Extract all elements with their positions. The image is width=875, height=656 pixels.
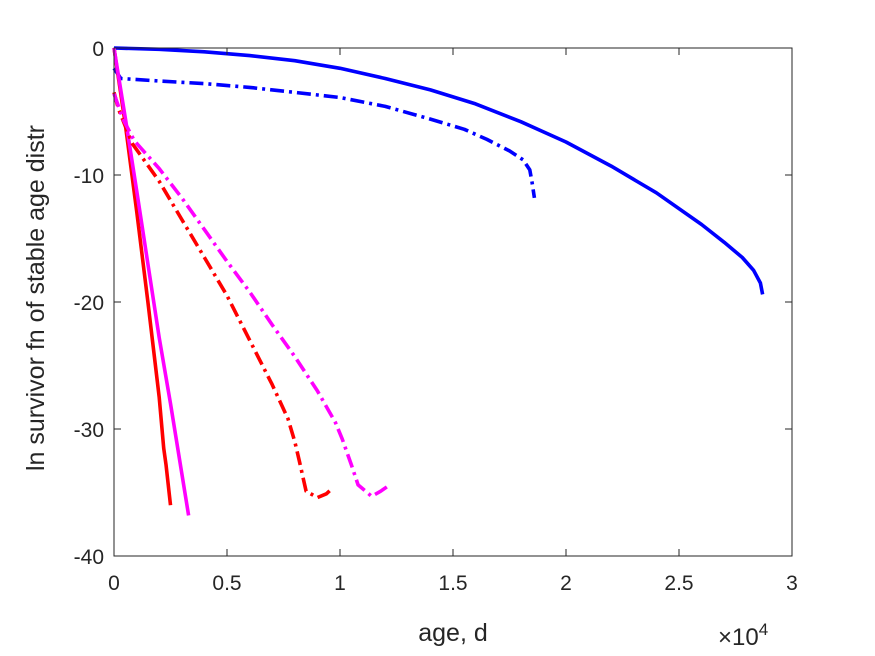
plot-background [114,48,792,556]
x-tick-label: 1.5 [438,572,467,595]
y-tick-label: 0 [92,38,104,61]
y-tick-label: -40 [74,546,104,569]
y-tick-label: -10 [74,165,104,188]
x-exponent-power: 4 [759,620,768,639]
x-tick-label: 0 [108,572,120,595]
x-tick-label: 2.5 [664,572,693,595]
x-exponent-label: ×104 [718,620,768,651]
series-line-5 [112,91,335,500]
x-tick-label: 2 [560,572,572,595]
axes-layer: 0 0.5 1 1.5 2 2.5 3 0 -10 -20 -30 -40 [74,38,798,595]
series-line-1 [113,46,765,295]
y-tick-label: -20 [74,292,104,315]
series-line-6 [112,93,391,499]
x-exponent-base: ×10 [718,624,759,651]
y-axis-label: ln survivor fn of stable age distr [22,125,50,471]
x-tick-label: 1 [334,572,346,595]
series-line-2 [112,67,537,199]
x-tick-label: 3 [786,572,798,595]
series-layer [112,46,765,516]
plot-area [114,48,792,556]
y-tick-label: -30 [74,419,104,442]
x-tick-label: 0.5 [212,572,241,595]
x-axis-label: age, d [418,619,488,647]
